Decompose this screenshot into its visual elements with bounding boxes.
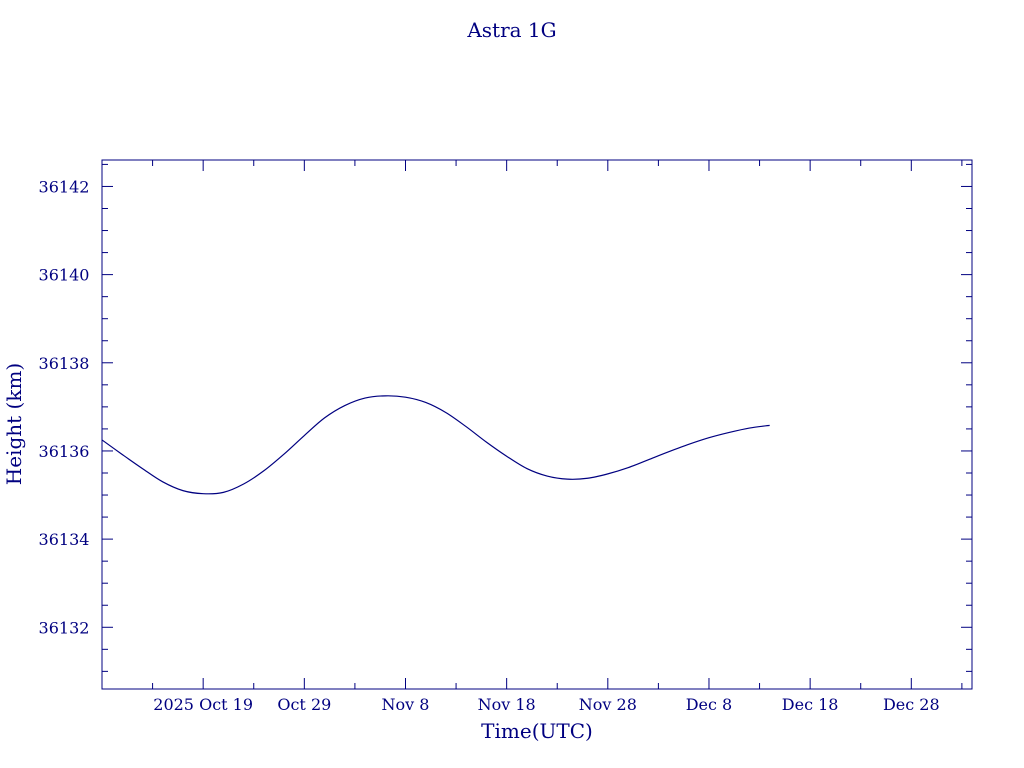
x-tick-label: Dec 18 bbox=[782, 695, 839, 714]
chart-title: Astra 1G bbox=[466, 18, 556, 42]
plot-frame bbox=[101, 159, 973, 690]
x-tick-label: Dec 8 bbox=[686, 695, 733, 714]
x-tick-label: Nov 8 bbox=[382, 695, 430, 714]
y-tick-label: 36142 bbox=[39, 177, 90, 196]
series-line-0 bbox=[101, 395, 770, 495]
x-tick-label: Nov 18 bbox=[478, 695, 536, 714]
y-tick-label: 36138 bbox=[39, 354, 90, 373]
y-tick-label: 36136 bbox=[39, 442, 90, 461]
x-tick-label: Oct 29 bbox=[277, 695, 331, 714]
y-tick-label: 36132 bbox=[39, 618, 90, 637]
x-tick-label: Dec 28 bbox=[883, 695, 940, 714]
x-axis-label: Time(UTC) bbox=[481, 719, 593, 743]
y-tick-label: 36140 bbox=[39, 266, 90, 285]
x-tick-label: Nov 28 bbox=[579, 695, 637, 714]
y-tick-label: 36134 bbox=[39, 530, 90, 549]
y-axis-label: Height (km) bbox=[2, 363, 26, 485]
x-tick-label: 2025 Oct 19 bbox=[153, 695, 253, 714]
